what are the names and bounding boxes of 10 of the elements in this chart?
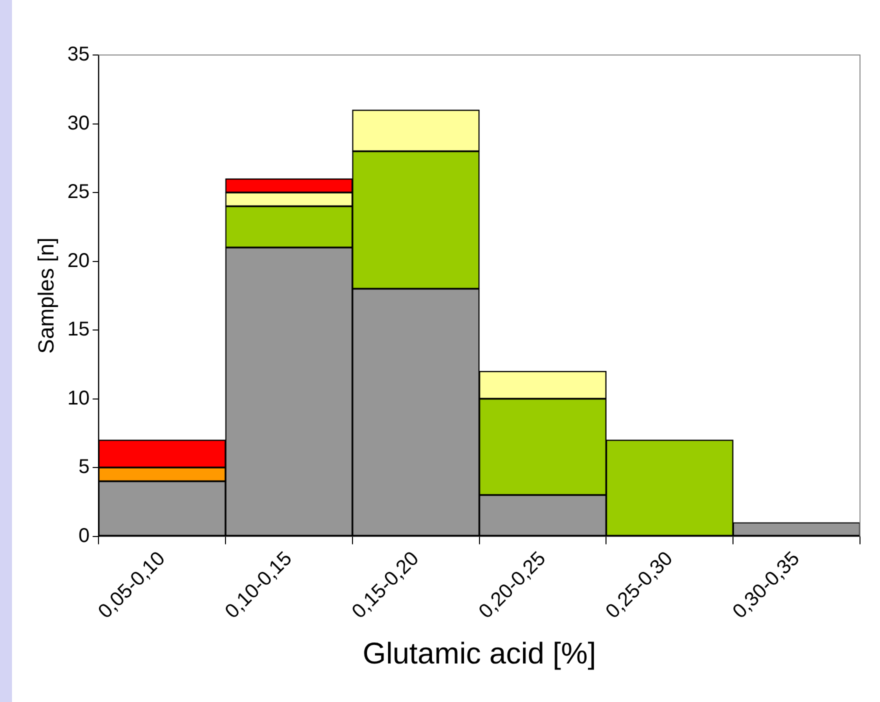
y-tick-label: 5 [78,456,90,478]
x-axis-title: Glutamic acid [%] [362,637,596,670]
y-tick-label: 0 [78,524,90,547]
y-tick-label: 15 [67,318,90,341]
y-axis-title: Samples [n] [33,238,58,354]
y-tick-label: 30 [67,112,90,134]
y-tick-label: 20 [67,250,90,272]
y-tick-label: 25 [67,181,90,204]
y-tick-label: 10 [67,387,90,410]
y-tick-label: 35 [67,44,90,66]
